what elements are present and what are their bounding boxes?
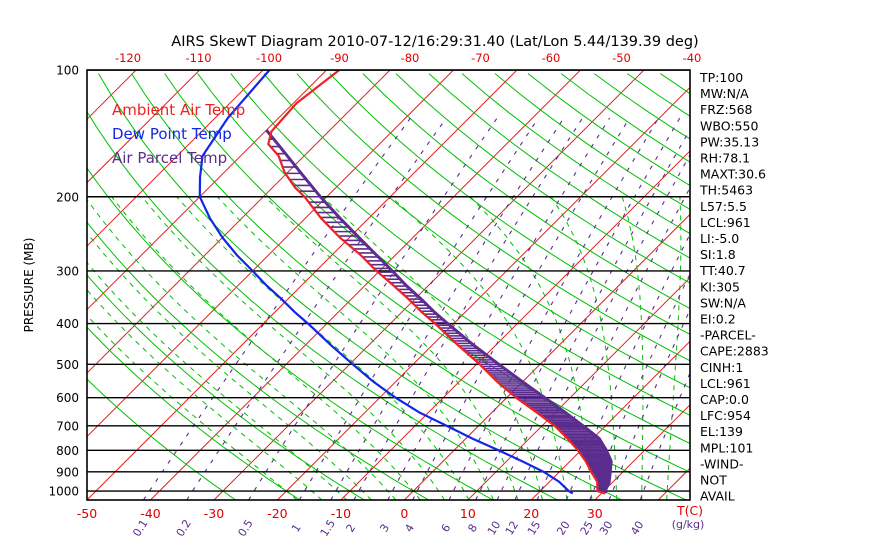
dry-adiabat-line [793,74,870,500]
isotherm-line [213,70,645,500]
isotherm-line [87,70,454,438]
dry-adiabat-line [131,73,687,500]
dry-adiabat-line [759,74,870,500]
dry-adiabat-line [428,73,690,259]
moist-adiabat-line [692,197,727,500]
dry-adiabat-line [87,110,558,500]
isotherm-line [87,70,200,184]
dry-adiabat-line [87,378,236,500]
isotherm-line [277,86,690,500]
isotherm-line [87,70,518,500]
dry-adiabat-line [296,73,690,362]
plot-frame [86,69,691,501]
isotherm-line [87,70,391,374]
dry-adiabat-line [859,74,870,500]
isotherm-line [87,70,327,311]
moist-adiabat-line [141,196,446,500]
ambient-temp-curve [267,70,606,495]
mixing-ratio-line [639,371,690,500]
mixing-ratio-line [514,153,690,500]
parcel-temp-curve [265,129,613,494]
cape-hatch-area [269,138,612,494]
isotherm-line [150,70,581,500]
isotherm-line [404,213,690,500]
isotherm-line [87,70,264,247]
dry-adiabat-line [329,73,690,335]
isotherm-line [722,70,870,500]
moist-adiabat-line [469,196,593,500]
isotherm-line [0,70,73,500]
dry-adiabat-line [826,74,870,500]
profile-curves [198,70,613,495]
dry-adiabat-line [263,73,690,389]
dewpoint-curve [198,70,574,495]
mixing-ratio-line [387,117,611,500]
isotherm-line [785,70,870,500]
dry-adiabat-line [693,74,870,500]
moist-adiabat-line [216,196,494,500]
dry-adiabat-line [87,221,429,500]
isotherm-line [594,404,690,500]
moist-adiabat-line [621,196,644,500]
plot-grid [0,70,870,500]
dry-adiabat-line [660,73,690,95]
isotherm-line [0,70,9,500]
dry-adiabat-line [87,167,494,500]
moist-adiabat-line [111,196,421,500]
moist-adiabat-line [87,232,372,500]
moist-adiabat-line [87,289,323,500]
isotherm-line [467,277,690,500]
dry-adiabat-line [87,326,301,500]
dry-adiabat-line [726,74,870,500]
dry-adiabat-line [362,73,690,310]
mixing-ratio-line [608,308,690,500]
moist-adiabat-line [322,196,543,500]
isotherm-line [530,340,690,500]
moist-adiabat-line [176,196,470,500]
dry-adiabat-line [395,73,690,284]
moist-adiabat-line [87,314,298,500]
dry-adiabat-line [230,73,690,416]
mixing-ratio-line [536,186,690,500]
moist-adiabat-line [390,196,568,500]
